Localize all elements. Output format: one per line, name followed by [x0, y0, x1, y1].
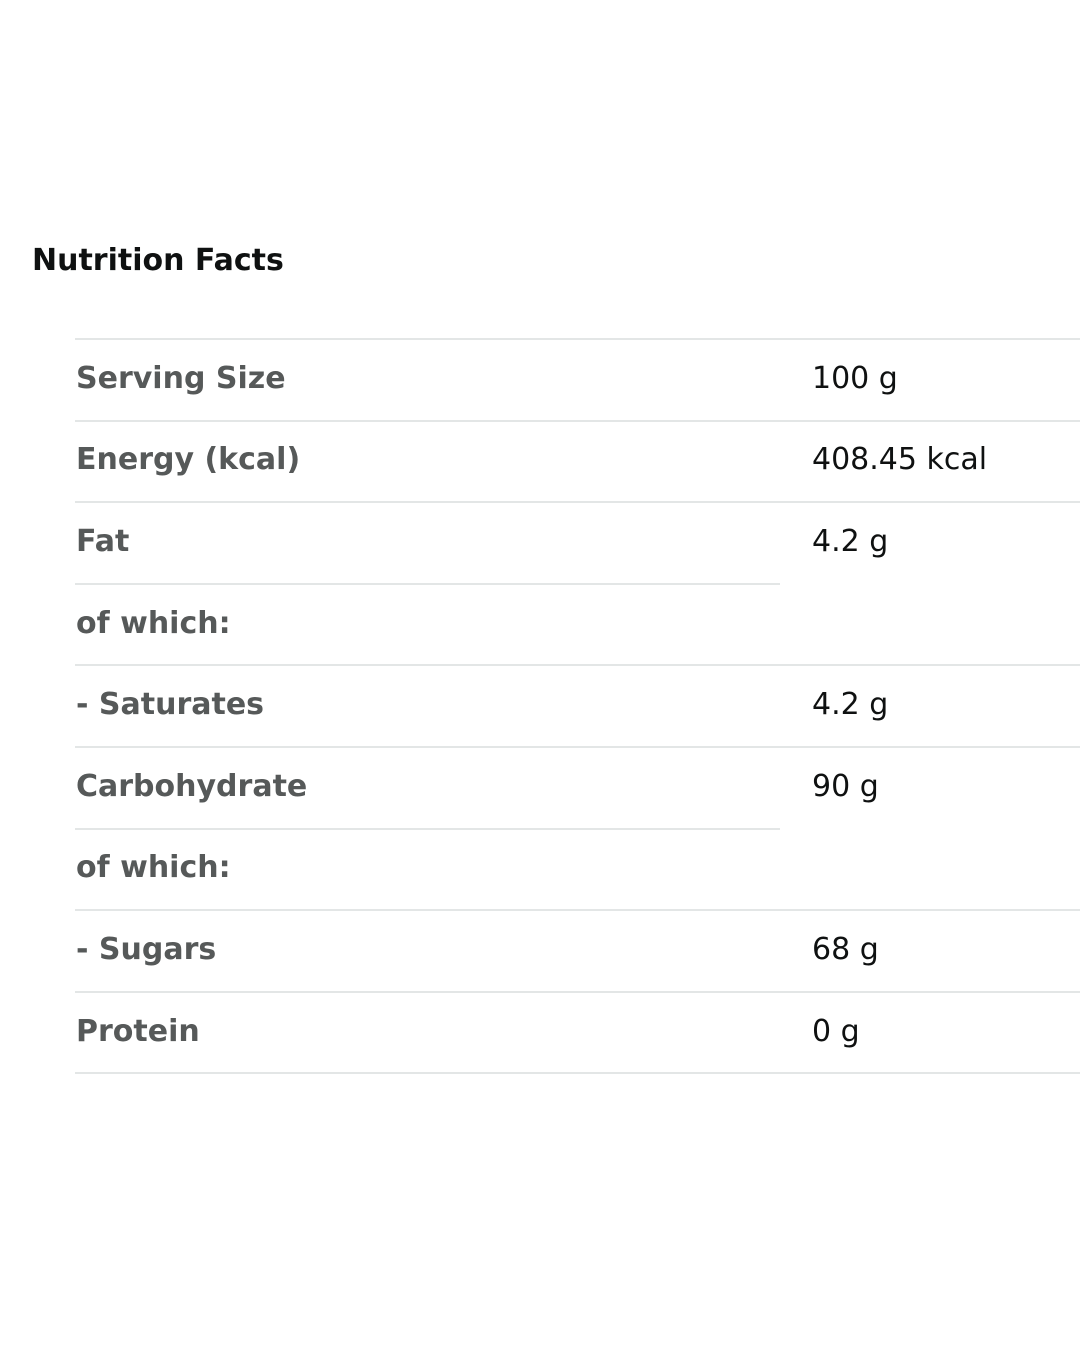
title: Nutrition Facts [32, 243, 284, 278]
row-label: - Sugars [76, 932, 217, 967]
row-divider [75, 990, 1080, 993]
row-label: Protein [76, 1013, 200, 1049]
row-value: 4.2 g [812, 524, 889, 559]
row-label: Serving Size [76, 360, 286, 396]
row-divider [75, 664, 1080, 667]
row-value: 68 g [812, 932, 879, 967]
row-divider [75, 582, 780, 585]
row-value: 100 g [812, 360, 898, 396]
row-divider [75, 419, 1080, 422]
row-label: Fat [76, 524, 130, 559]
row-value: 90 g [812, 768, 879, 804]
row-label: of which: [76, 850, 231, 886]
row-label: of which: [76, 605, 231, 641]
row-divider [75, 338, 1080, 340]
row-value: 0 g [812, 1013, 860, 1049]
row-divider [75, 909, 1080, 912]
row-label: Energy (kcal) [76, 442, 301, 478]
row-divider [75, 501, 1080, 504]
row-divider [75, 746, 1080, 748]
row-label: - Saturates [76, 687, 265, 723]
row-label: Carbohydrate [76, 768, 308, 804]
row-value: 4.2 g [812, 687, 889, 723]
row-divider [75, 1072, 1080, 1075]
row-value: 408.45 kcal [812, 442, 988, 478]
row-divider [75, 827, 780, 830]
